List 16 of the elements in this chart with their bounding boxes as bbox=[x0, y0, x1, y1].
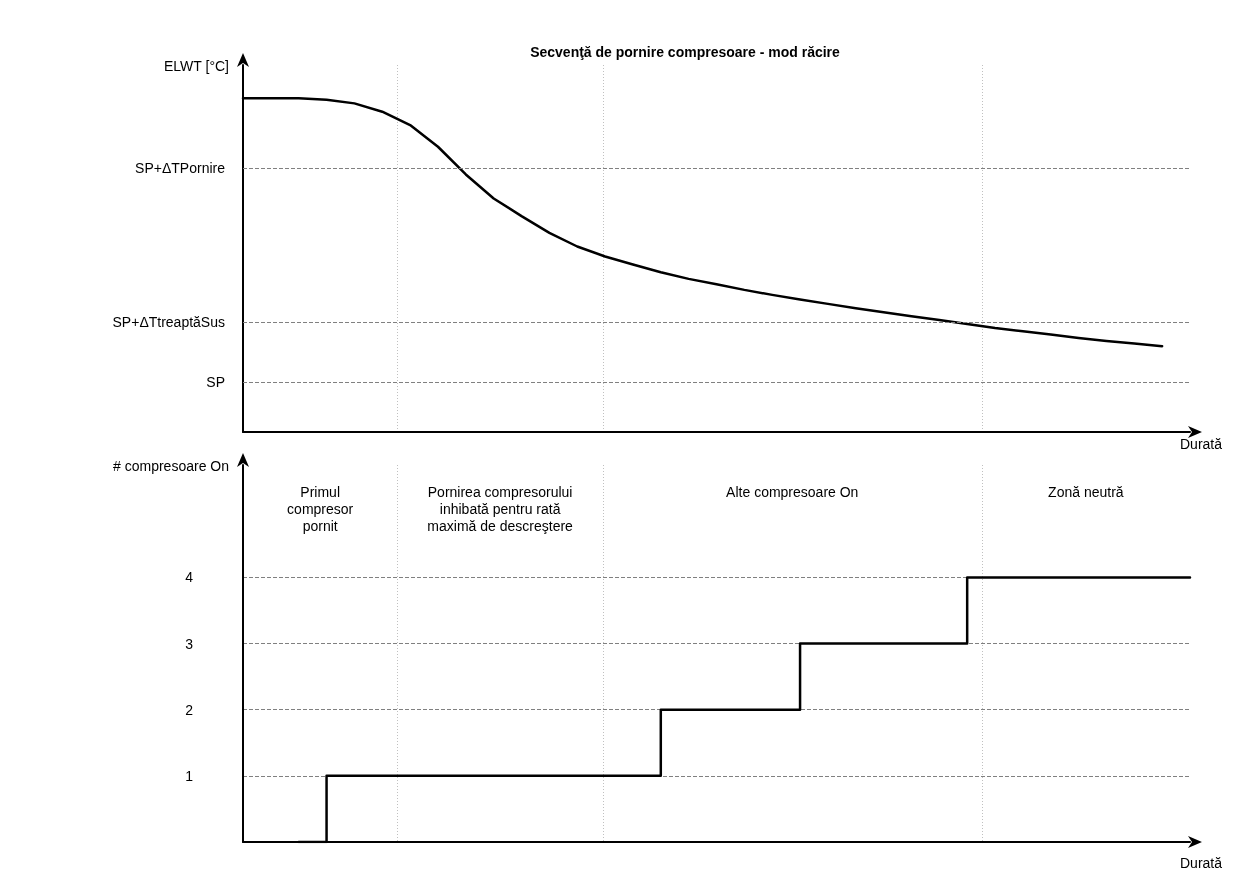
y-axis-title: # compresoare On bbox=[113, 458, 229, 474]
y-axis-title: ELWT [°C] bbox=[164, 58, 229, 74]
y-tick-label: 2 bbox=[185, 701, 194, 718]
annotation: Zonă neutră bbox=[1048, 483, 1124, 500]
ref-line-label: SP+ΔTPornire bbox=[135, 160, 226, 177]
x-axis-title: Durată bbox=[1180, 855, 1223, 871]
y-tick-label: 4 bbox=[185, 569, 194, 586]
x-axis-title: Durată bbox=[1180, 436, 1223, 452]
ref-line-label: SP bbox=[206, 373, 225, 390]
y-tick-label: 3 bbox=[185, 635, 194, 652]
annotation: Alte compresoare On bbox=[726, 483, 859, 500]
ref-line-label: SP+ΔTtreaptăSus bbox=[112, 313, 225, 330]
chart-title: Secvenţă de pornire compresoare - mod răcire bbox=[530, 44, 841, 60]
annotation: Primul compresor pornit bbox=[287, 483, 354, 534]
annotation: Pornirea compresorului inhibată pentru rată maximă de descreştere bbox=[427, 483, 574, 534]
y-tick-label: 1 bbox=[185, 767, 194, 784]
